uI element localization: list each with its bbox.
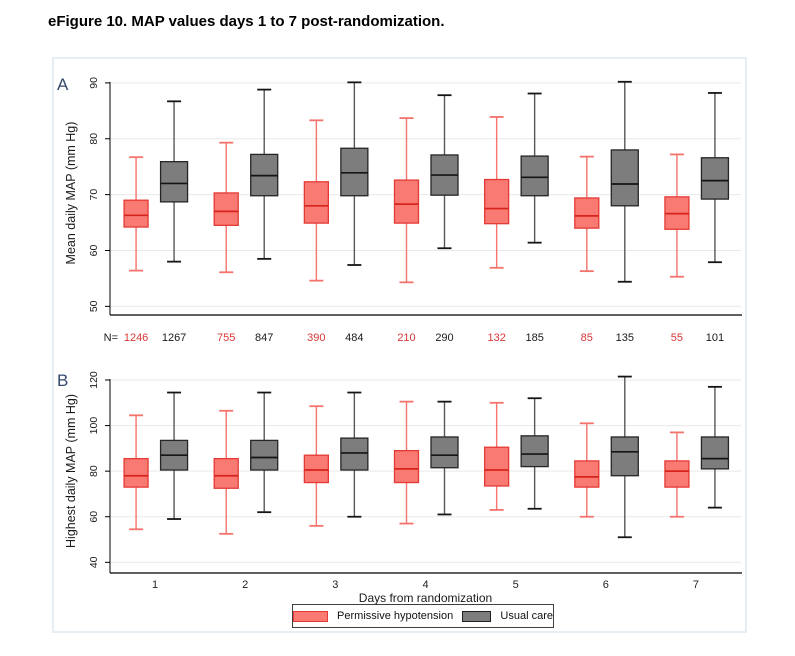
- panel-B-box-usual-day-5: [520, 397, 549, 510]
- x-tick-label-day-2: 2: [242, 579, 248, 591]
- panel-B-box-usual-day-1: [159, 391, 189, 520]
- chart-legend: Permissive hypotension Usual care: [292, 604, 554, 628]
- n-permissive-day-6: 85: [581, 332, 593, 344]
- y-tick-label: 80: [88, 465, 100, 477]
- n-permissive-day-7: 55: [671, 332, 683, 344]
- n-usual-day-4: 290: [435, 332, 453, 344]
- n-usual-day-2: 847: [255, 332, 273, 344]
- panel-A-box-usual-day-1: [159, 100, 189, 263]
- x-tick-label-day-7: 7: [693, 579, 699, 591]
- panel-A-box-permissive-day-2: [213, 141, 239, 274]
- n-usual-day-1: 1267: [162, 332, 186, 344]
- n-row-label: N=: [104, 332, 118, 344]
- y-axis-title: Highest daily MAP (mm Hg): [64, 394, 78, 548]
- y-tick-label: 70: [88, 189, 100, 201]
- x-tick-label-day-5: 5: [513, 579, 519, 591]
- panel-B-box-usual-day-6: [610, 375, 639, 539]
- x-tick-label-day-4: 4: [422, 579, 428, 591]
- panel-letter-A: A: [57, 75, 69, 94]
- panel-A-box-permissive-day-7: [664, 153, 690, 278]
- n-usual-day-6: 135: [616, 332, 634, 344]
- panel-B-box-permissive-day-2: [213, 409, 239, 535]
- panel-B-box-permissive-day-1: [123, 414, 149, 531]
- panel-A-box-permissive-day-6: [574, 155, 600, 273]
- n-permissive-day-2: 755: [217, 332, 235, 344]
- y-tick-label: 120: [88, 371, 100, 389]
- panel-A-box-permissive-day-4: [393, 117, 420, 284]
- panel-B-box-usual-day-3: [340, 391, 369, 518]
- n-permissive-day-3: 390: [307, 332, 325, 344]
- x-tick-label-day-6: 6: [603, 579, 609, 591]
- n-usual-day-3: 484: [345, 332, 363, 344]
- n-usual-day-7: 101: [706, 332, 724, 344]
- y-tick-label: 90: [88, 77, 100, 89]
- legend-label-permissive: Permissive hypotension: [337, 610, 454, 622]
- y-tick-label: 100: [88, 417, 100, 435]
- panel-B-box-permissive-day-3: [303, 405, 330, 527]
- panel-A-box-usual-day-5: [520, 92, 549, 244]
- legend-label-usual: Usual care: [500, 610, 553, 622]
- y-axis-title: Mean daily MAP (mm Hg): [64, 122, 78, 265]
- figure-title: eFigure 10. MAP values days 1 to 7 post-…: [48, 13, 445, 30]
- n-permissive-day-1: 1246: [124, 332, 148, 344]
- panel-A-box-usual-day-3: [340, 81, 369, 266]
- panel-A-box-permissive-day-1: [123, 156, 149, 272]
- panel-A-box-permissive-day-3: [303, 119, 330, 282]
- legend-swatch-permissive: [293, 610, 329, 622]
- panel-B-box-permissive-day-6: [574, 422, 600, 518]
- panel-A-box-permissive-day-5: [483, 116, 510, 269]
- x-axis-title: Days from randomization: [359, 591, 492, 605]
- y-tick-label: 80: [88, 133, 100, 145]
- n-permissive-day-5: 132: [487, 332, 505, 344]
- x-tick-label-day-3: 3: [332, 579, 338, 591]
- panel-B-box-usual-day-4: [430, 400, 459, 516]
- panel-A-box-usual-day-7: [700, 92, 730, 264]
- panel-B-box-permissive-day-5: [483, 401, 510, 511]
- legend-swatch-usual: [462, 610, 492, 622]
- panel-B-box-permissive-day-4: [393, 400, 420, 525]
- panel-B-box-usual-day-2: [250, 391, 279, 514]
- n-permissive-day-4: 210: [397, 332, 415, 344]
- y-tick-label: 50: [88, 300, 100, 312]
- y-tick-label: 60: [88, 511, 100, 523]
- panel-B-box-usual-day-7: [700, 385, 730, 509]
- panel-letter-B: B: [57, 371, 68, 390]
- panel-A-box-usual-day-6: [610, 80, 639, 283]
- panel-A-box-usual-day-4: [430, 94, 459, 250]
- y-tick-label: 40: [88, 556, 100, 568]
- panel-A-box-usual-day-2: [250, 88, 279, 260]
- y-tick-label: 60: [88, 244, 100, 256]
- n-usual-day-5: 185: [525, 332, 543, 344]
- x-tick-label-day-1: 1: [152, 579, 158, 591]
- panel-B-box-permissive-day-7: [664, 431, 690, 518]
